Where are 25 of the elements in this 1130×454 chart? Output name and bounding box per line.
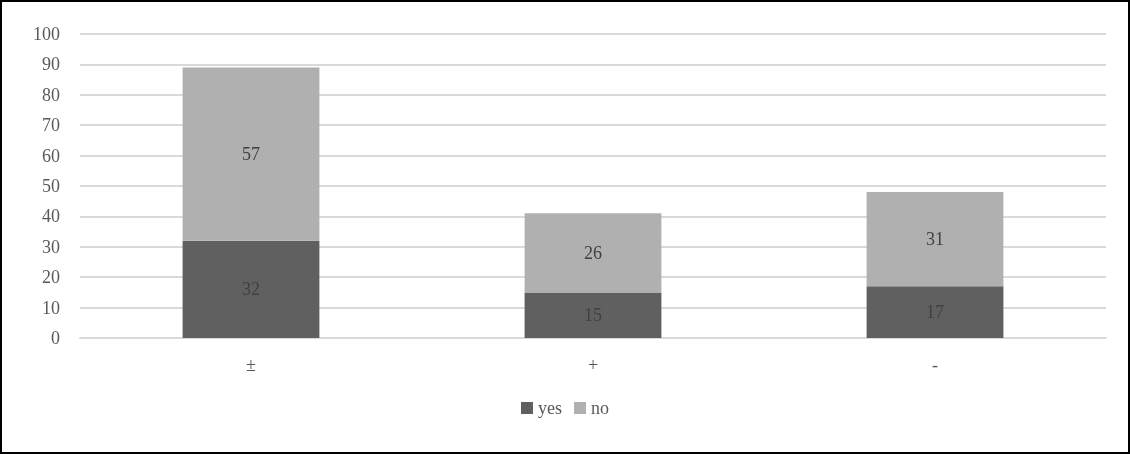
y-tick-label: 60: [42, 145, 60, 166]
x-tick-label: -: [932, 355, 938, 375]
legend-label: no: [591, 398, 609, 418]
y-tick-label: 40: [42, 206, 60, 227]
y-tick-label: 100: [33, 24, 60, 44]
y-tick-label: 50: [42, 176, 60, 196]
y-tick-label: 70: [42, 115, 60, 136]
x-tick-label: ±: [246, 355, 257, 375]
bar: [182, 240, 320, 338]
y-tick-label: 80: [42, 84, 60, 105]
bar: [866, 286, 1004, 338]
data-label: 26: [584, 242, 602, 263]
y-tick-label: 90: [42, 54, 60, 75]
data-label: 57: [242, 144, 260, 165]
x-tick-label: +: [587, 355, 599, 375]
bar: [182, 67, 320, 241]
bar: [524, 292, 662, 338]
y-tick-label: 10: [42, 297, 60, 318]
legend-label: yes: [538, 398, 562, 418]
y-tick-label: 20: [42, 267, 60, 288]
data-label: 31: [926, 229, 944, 250]
y-tick-label: 30: [42, 236, 60, 257]
bar: [866, 192, 1004, 287]
y-tick-label: 0: [51, 328, 60, 348]
bar: [524, 213, 662, 293]
